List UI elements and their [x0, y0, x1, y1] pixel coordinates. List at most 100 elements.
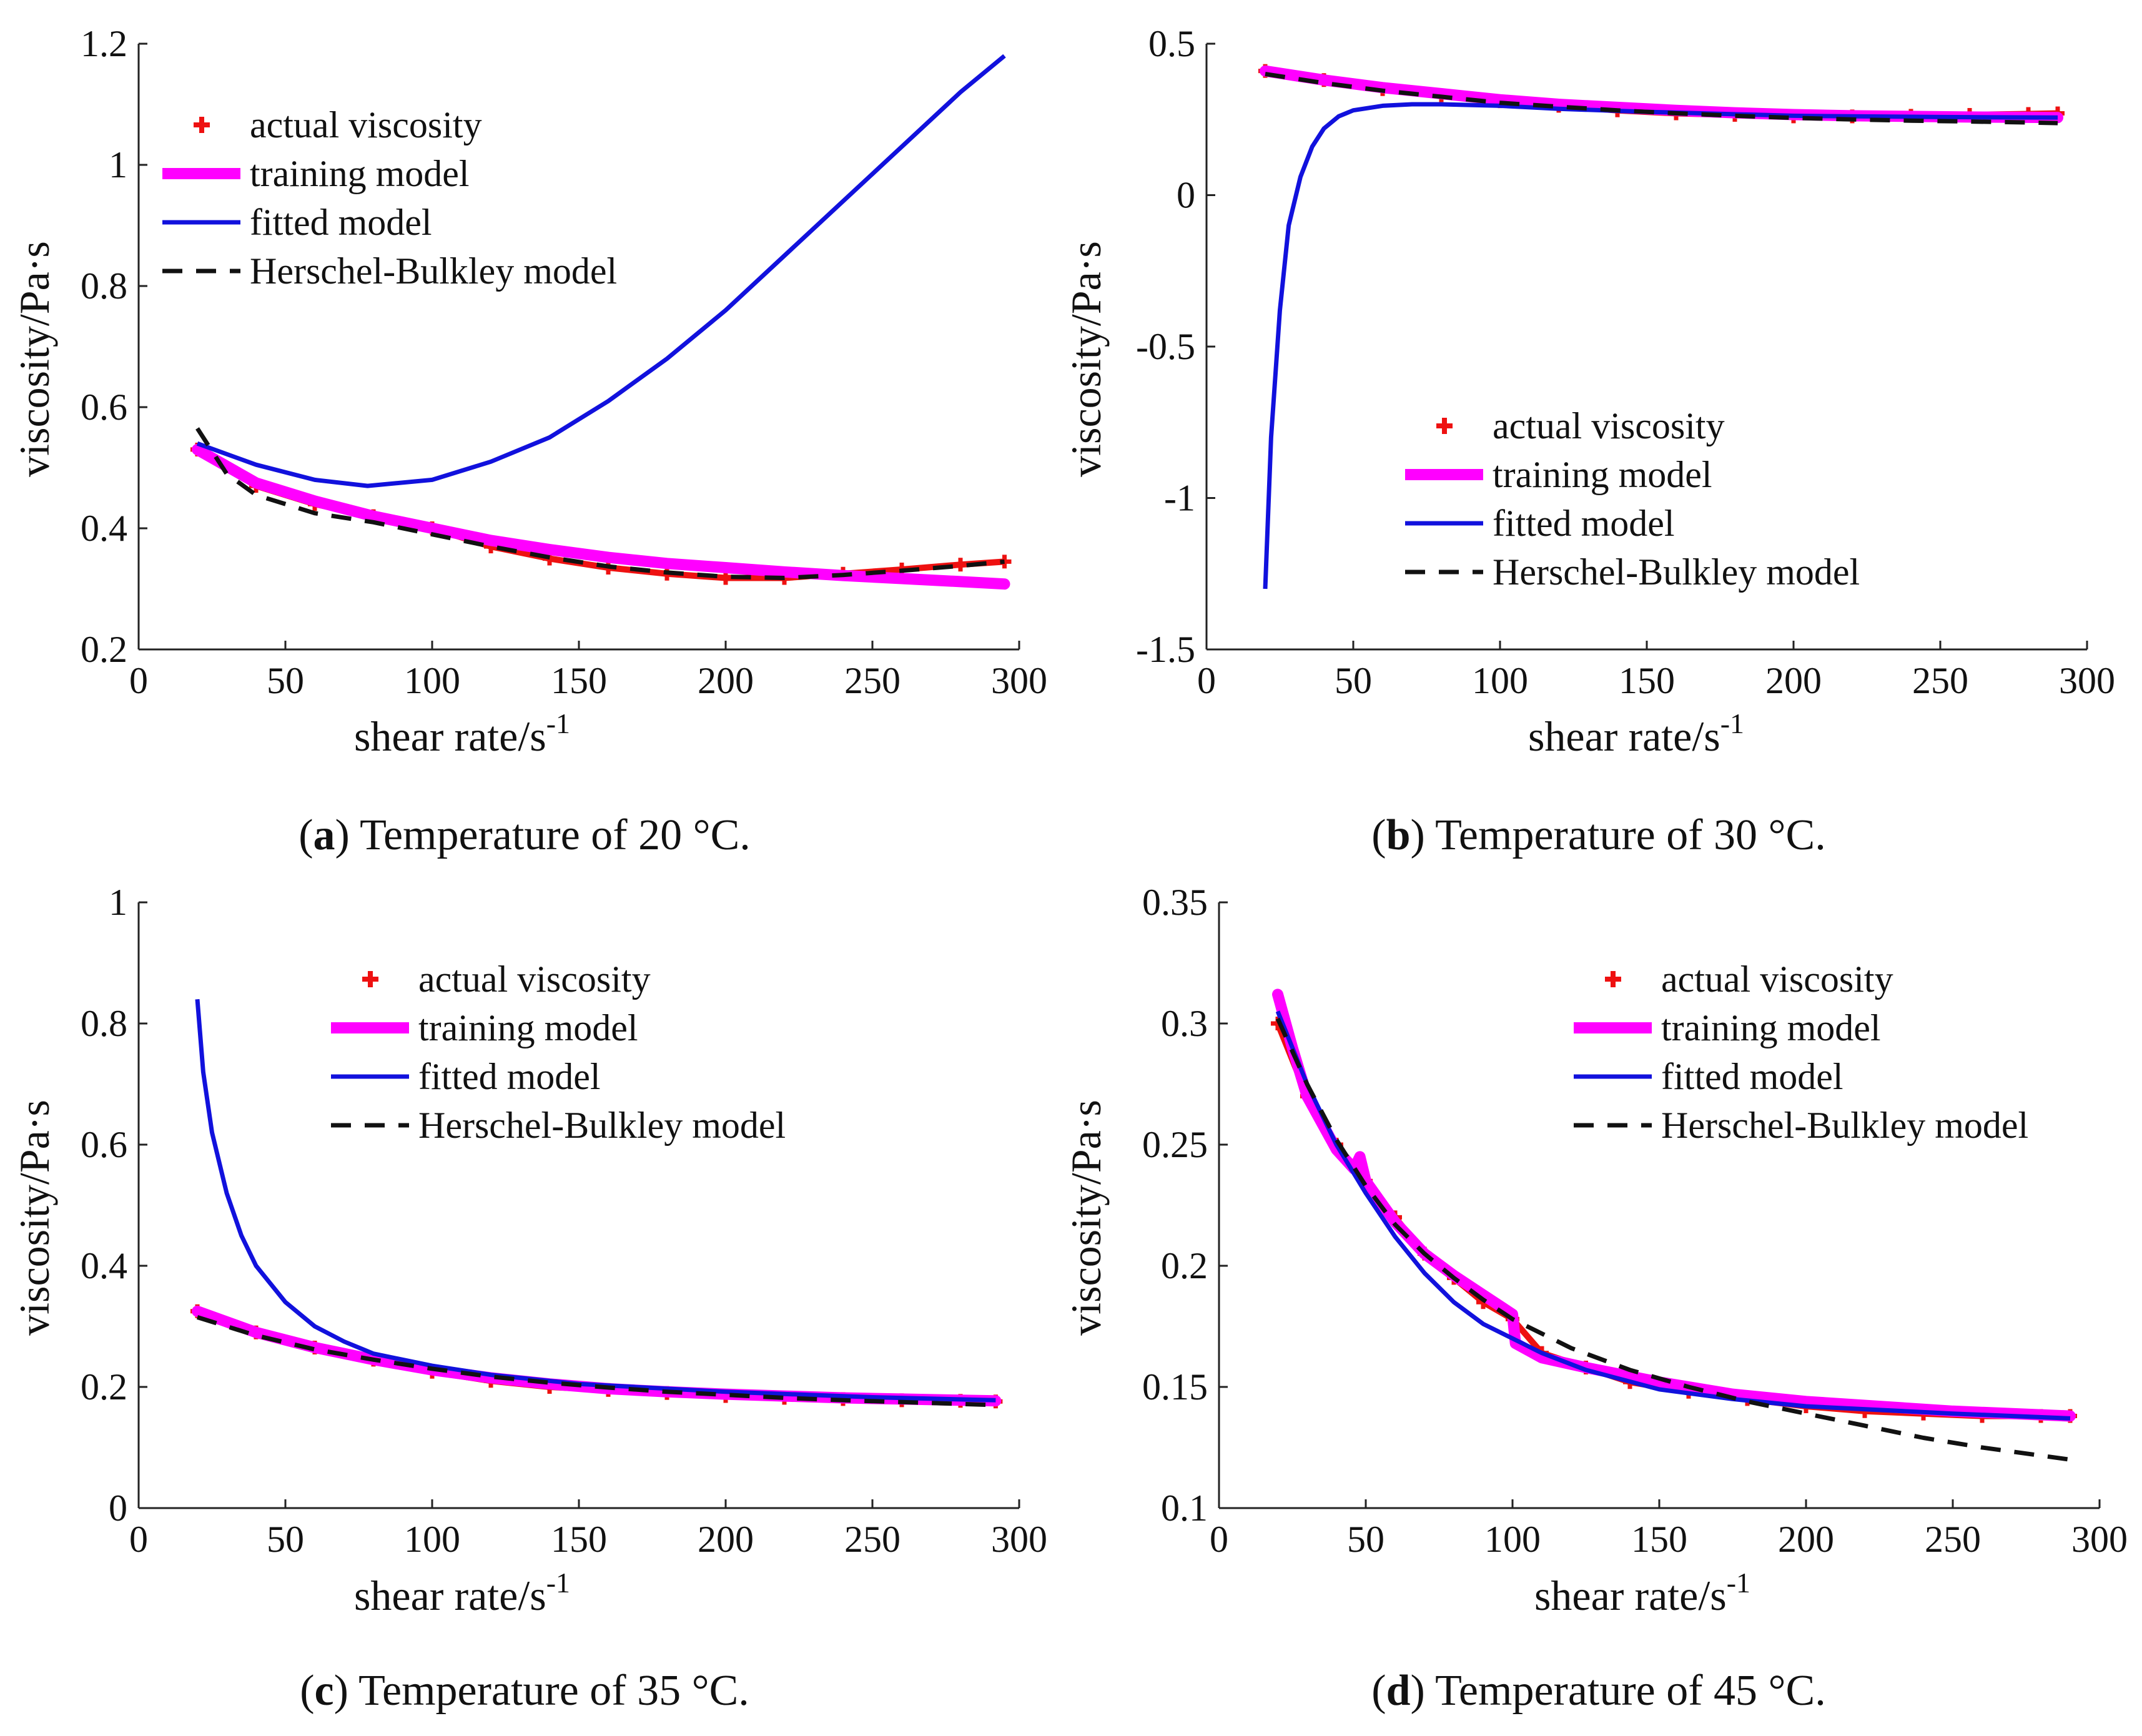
legend-training-label: training model [250, 153, 470, 194]
y-tick-label: -0.5 [1136, 326, 1195, 367]
x-tick-label: 200 [698, 660, 754, 701]
legend-actual-marker [194, 117, 210, 133]
y-tick-label: 0.2 [81, 1366, 127, 1408]
x-tick-label: 300 [991, 660, 1047, 701]
actual-viscosity-point [719, 571, 733, 585]
x-tick-label: 200 [1765, 660, 1822, 701]
panel-c-caption: (c) Temperature of 35 °C. [300, 1667, 749, 1715]
panel-d: 0 50 100 150 200 250 3000.10.150.20.250.30.35 … [1062, 882, 2128, 1715]
x-tick-label: 150 [1619, 660, 1675, 701]
panel-a-caption: (a) Temperature of 20 °C. [299, 811, 751, 859]
panel-b-caption: (b) Temperature of 30 °C. [1371, 811, 1825, 859]
legend-fitted-label: fitted model [1661, 1056, 1843, 1097]
y-tick-label: 0.8 [81, 1003, 127, 1044]
panel-b-legend: actual viscosity training model fitted m… [1405, 405, 1860, 593]
y-tick-label: 0.5 [1148, 23, 1195, 64]
herschel-model-line [195, 427, 1005, 580]
legend-actual-marker [1436, 418, 1453, 434]
x-tick-label: 250 [844, 1519, 901, 1560]
y-tick-label: 0 [109, 1487, 127, 1529]
x-tick-label: 250 [1925, 1519, 1981, 1560]
x-tick-label: 200 [1778, 1519, 1834, 1560]
y-tick-label: 1.2 [81, 23, 127, 64]
x-tick-label: 250 [1912, 660, 1968, 701]
legend-actual-marker [362, 971, 378, 987]
y-tick-label: -1 [1164, 478, 1195, 519]
panel-a-ylabel: viscosity/Pa·s [11, 241, 58, 477]
legend-fitted-label: fitted model [418, 1056, 601, 1097]
x-tick-label: 50 [1335, 660, 1372, 701]
x-tick-label: 0 [1210, 1519, 1228, 1560]
x-tick-label: 100 [404, 660, 460, 701]
y-tick-label: 0.1 [1161, 1487, 1208, 1529]
panel-b-xlabel: shear rate/s-1 [1528, 708, 1744, 760]
panel-b-plot: 0 50 100 150 200 250 300 -1.5 -1 -0.5 0 0.5 [1136, 23, 2115, 701]
x-tick-label: 50 [1347, 1519, 1384, 1560]
x-tick-label: 300 [2071, 1519, 2128, 1560]
legend-training-label: training model [418, 1007, 638, 1048]
y-tick-label: 0.4 [81, 1245, 127, 1286]
legend-training-label: training model [1661, 1007, 1881, 1048]
x-tick-label: 100 [1472, 660, 1528, 701]
panel-d-plot: 0 50 100 150 200 250 300 0.1 0.15 0.2 0.25 0.3 0.35 [1142, 882, 2128, 1560]
fitted-model-line [195, 999, 996, 1403]
legend-actual-label: actual viscosity [1661, 959, 1893, 1000]
y-tick-label: 0.8 [81, 265, 127, 307]
legend-herschel-label: Herschel-Bulkley model [418, 1105, 786, 1146]
x-tick-label: 150 [1631, 1519, 1687, 1560]
legend-actual-label: actual viscosity [1493, 405, 1725, 446]
fitted-model-line [1275, 1010, 2071, 1421]
legend-herschel-label: Herschel-Bulkley model [1493, 551, 1860, 593]
x-tick-label: 0 [129, 1519, 148, 1560]
x-tick-label: 0 [129, 660, 148, 701]
x-tick-label: 50 [267, 660, 304, 701]
herschel-model-line [1275, 1017, 2071, 1462]
panel-c-legend: actual viscosity training model fitted m… [331, 959, 786, 1146]
legend-fitted-label: fitted model [1493, 503, 1675, 544]
y-tick-label: 1 [109, 144, 127, 185]
panel-c-plot: 0 50 100 150 200 250 300 0 0.2 0.4 0.6 0.8 1 [81, 882, 1047, 1560]
actual-viscosity-point [954, 558, 967, 572]
training-model-line [192, 443, 1010, 590]
legend-actual-label: actual viscosity [250, 104, 482, 145]
y-tick-label: 0.4 [81, 508, 127, 549]
legend-herschel-label: Herschel-Bulkley model [250, 250, 617, 292]
y-tick-label: 0.2 [81, 629, 127, 670]
y-tick-label: 0.35 [1142, 882, 1208, 923]
y-tick-label: 0.25 [1142, 1124, 1208, 1165]
panel-d-caption: (d) Temperature of 45 °C. [1371, 1667, 1825, 1715]
x-tick-label: 300 [2059, 660, 2115, 701]
y-tick-label: 0 [1177, 175, 1195, 216]
legend-actual-marker [1605, 971, 1621, 987]
y-tick-label: -1.5 [1136, 629, 1195, 670]
x-tick-label: 100 [404, 1519, 460, 1560]
legend-herschel-label: Herschel-Bulkley model [1661, 1105, 2028, 1146]
y-tick-label: 0.3 [1161, 1003, 1208, 1044]
panel-d-legend: actual viscosity training model fitted m… [1574, 959, 2028, 1146]
actual-viscosity-point [997, 555, 1012, 569]
x-tick-label: 150 [551, 1519, 607, 1560]
y-tick-label: 0.6 [81, 387, 127, 428]
y-tick-label: 0.6 [81, 1124, 127, 1165]
panel-a-plot: 0 50 100 150 200 250 300 0.2 0.4 0.6 0.8 1 1.2 [81, 23, 1047, 701]
x-tick-label: 200 [698, 1519, 754, 1560]
x-tick-label: 100 [1484, 1519, 1541, 1560]
y-tick-label: 0.2 [1161, 1245, 1208, 1286]
panel-d-ylabel: viscosity/Pa·s [1062, 1100, 1110, 1336]
legend-actual-label: actual viscosity [418, 959, 651, 1000]
y-tick-label: 1 [109, 882, 127, 923]
x-tick-label: 50 [267, 1519, 304, 1560]
herschel-model-line [1265, 72, 2058, 126]
panel-c-ylabel: viscosity/Pa·s [11, 1100, 58, 1336]
panel-b: 0 50 100 150 200 250 300 -1.5 -1 -0.5 0 0.5 actual … [1062, 23, 2115, 859]
panel-a-legend: actual viscosity training model fitted m… [162, 104, 617, 292]
legend-training-label: training model [1493, 454, 1712, 495]
panel-a-xlabel: shear rate/s-1 [354, 708, 570, 760]
herschel-model-line [196, 1315, 996, 1408]
fitted-model-line [196, 54, 1006, 488]
panel-d-xlabel: shear rate/s-1 [1534, 1567, 1750, 1619]
x-tick-label: 150 [551, 660, 607, 701]
legend-fitted-label: fitted model [250, 202, 432, 243]
x-tick-label: 0 [1197, 660, 1216, 701]
